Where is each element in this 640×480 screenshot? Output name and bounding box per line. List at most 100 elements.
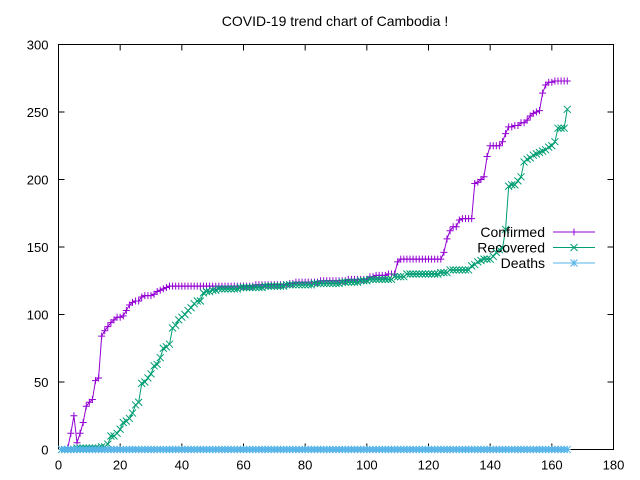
series-layer (57, 77, 572, 454)
legend-label-deaths: Deaths (501, 255, 545, 271)
data-point-recovered (251, 283, 260, 292)
data-point-recovered (288, 280, 297, 289)
data-point-confirmed (452, 223, 460, 231)
data-point-confirmed (138, 293, 146, 301)
legend-label-recovered: Recovered (477, 240, 545, 256)
data-point-recovered (292, 280, 300, 289)
data-point-recovered (547, 141, 556, 150)
y-tick-label: 250 (27, 105, 49, 120)
data-point-recovered (403, 270, 411, 278)
data-point-recovered (193, 297, 202, 305)
data-point-recovered (344, 278, 353, 286)
data-point-confirmed (153, 288, 161, 296)
data-point-recovered (322, 279, 331, 288)
data-point-recovered (381, 275, 390, 284)
data-point-confirmed (536, 107, 543, 115)
data-point-confirmed (67, 429, 75, 437)
data-point-confirmed (495, 142, 503, 150)
data-point-recovered (103, 440, 112, 448)
y-tick-label: 50 (34, 375, 48, 390)
data-point-recovered (369, 275, 377, 284)
data-point-recovered (242, 283, 251, 292)
data-point-confirmed (471, 180, 479, 188)
data-point-recovered (276, 282, 285, 291)
data-point-recovered (202, 287, 211, 296)
data-point-recovered (350, 278, 359, 286)
data-point-recovered (128, 409, 137, 417)
data-point-recovered (196, 297, 205, 305)
data-point-confirmed (440, 248, 448, 256)
data-point-confirmed (98, 332, 106, 340)
legend-label-confirmed: Confirmed (480, 224, 545, 240)
data-point-recovered (282, 280, 291, 289)
data-point-recovered (248, 283, 257, 292)
data-point-recovered (316, 279, 325, 288)
data-point-recovered (304, 280, 313, 289)
data-point-confirmed (468, 215, 476, 223)
x-tick-label: 0 (55, 458, 62, 473)
data-point-recovered (181, 310, 189, 319)
data-point-confirmed (455, 216, 463, 224)
data-point-recovered (301, 280, 310, 289)
data-point-recovered (563, 105, 572, 114)
data-point-confirmed (122, 306, 130, 314)
data-point-recovered (187, 303, 195, 312)
data-point-recovered (224, 284, 232, 293)
data-point-recovered (514, 176, 522, 185)
x-tick-label: 60 (236, 458, 250, 473)
data-point-recovered (227, 284, 236, 293)
data-point-recovered (264, 282, 273, 291)
data-point-recovered (236, 283, 245, 292)
data-point-recovered (517, 172, 525, 181)
data-point-recovered (557, 124, 565, 133)
data-point-recovered (366, 275, 374, 284)
data-point-recovered (239, 283, 248, 292)
data-point-confirmed (116, 313, 124, 321)
series-deaths (57, 445, 572, 454)
data-point-recovered (375, 275, 384, 284)
data-point-recovered (415, 270, 424, 278)
data-point-confirmed (88, 396, 96, 404)
data-point-recovered (449, 266, 458, 274)
data-point-confirmed (437, 255, 445, 263)
data-point-recovered (461, 266, 470, 274)
legend-marker-deaths (570, 259, 578, 267)
y-tick-label: 200 (27, 173, 49, 188)
data-point-confirmed (159, 285, 167, 293)
legend-marker-recovered (570, 243, 578, 252)
data-point-recovered (498, 244, 507, 253)
data-point-recovered (165, 340, 174, 349)
data-point-recovered (418, 270, 427, 278)
data-point-recovered (409, 270, 417, 278)
data-point-recovered (156, 353, 165, 362)
data-point-recovered (270, 282, 279, 291)
data-point-recovered (325, 279, 334, 288)
y-tick-label: 300 (27, 38, 49, 53)
data-point-recovered (427, 270, 436, 278)
data-point-recovered (560, 124, 569, 133)
data-point-confirmed (499, 138, 506, 146)
data-point-confirmed (162, 284, 170, 291)
data-point-confirmed (483, 153, 491, 161)
data-point-confirmed (82, 402, 90, 410)
data-point-recovered (446, 266, 454, 274)
data-point-recovered (147, 370, 155, 378)
data-point-recovered (221, 284, 229, 293)
data-point-confirmed (548, 78, 556, 86)
data-point-recovered (310, 279, 319, 288)
data-point-confirmed (381, 271, 389, 279)
data-point-confirmed (79, 419, 87, 426)
data-point-recovered (113, 429, 121, 438)
data-point-recovered (245, 283, 254, 292)
data-point-recovered (230, 284, 239, 293)
data-point-recovered (372, 275, 380, 284)
data-point-recovered (551, 137, 559, 146)
data-point-recovered (510, 181, 519, 189)
data-point-recovered (144, 374, 152, 382)
data-point-recovered (116, 425, 125, 434)
data-point-recovered (458, 266, 467, 274)
data-point-recovered (298, 280, 306, 289)
data-point-recovered (507, 181, 516, 189)
data-point-recovered (406, 270, 414, 278)
